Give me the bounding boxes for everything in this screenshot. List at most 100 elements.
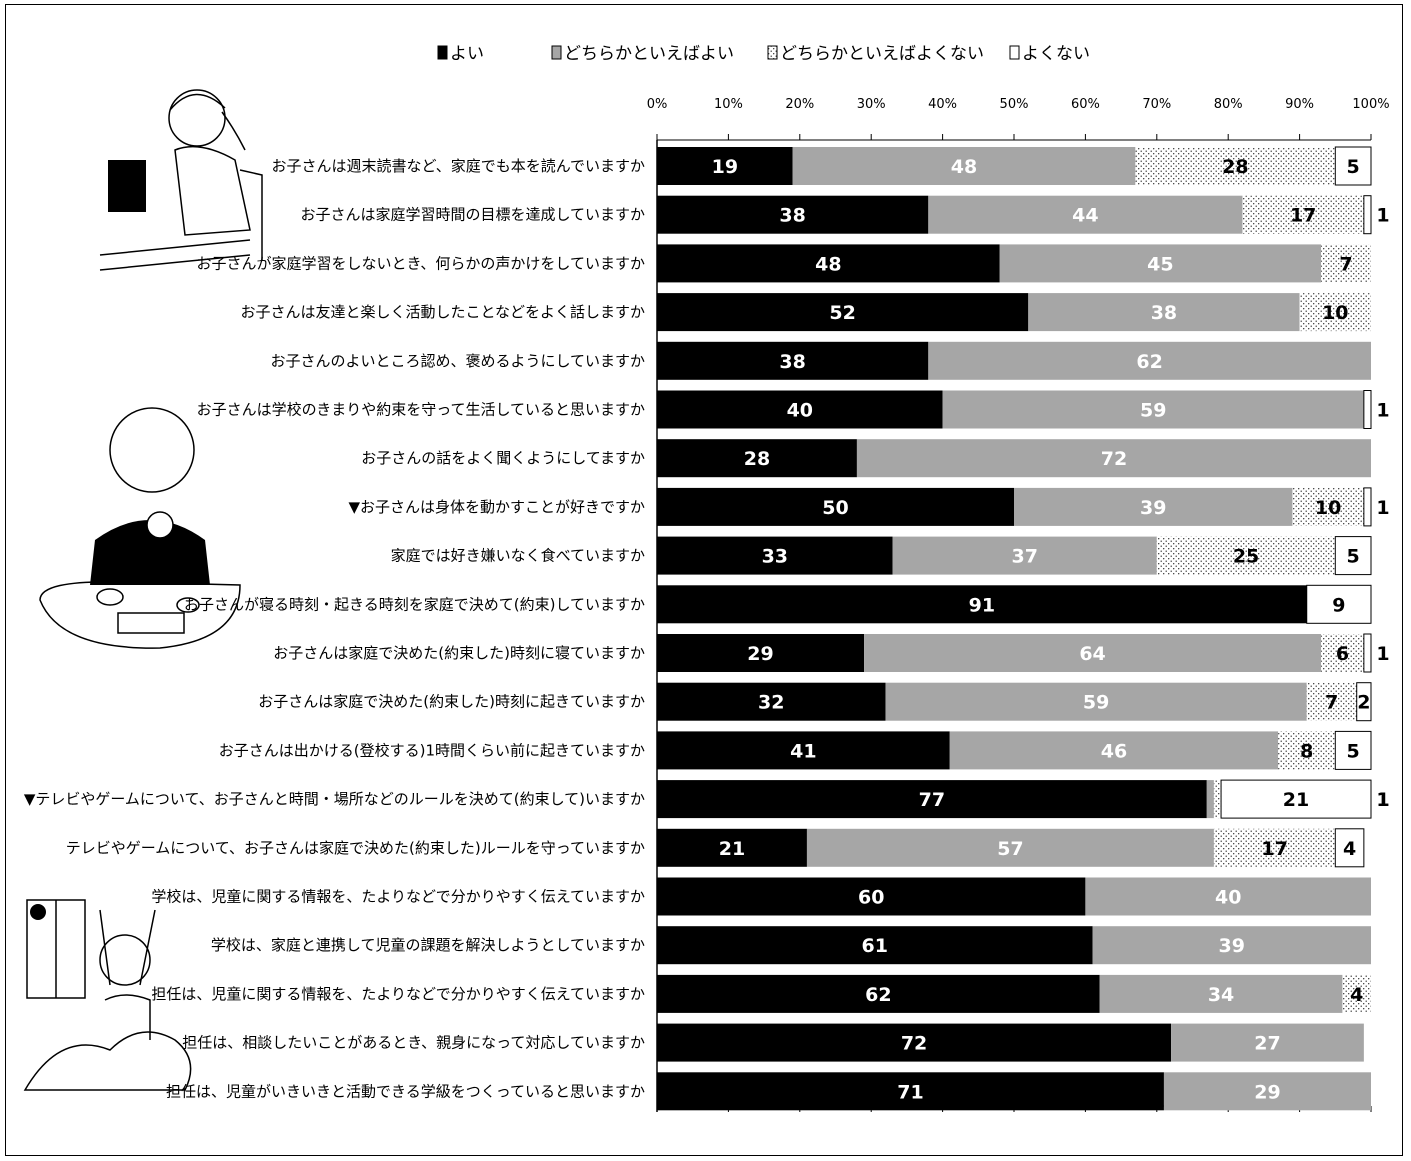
bar-r18-s1 (657, 974, 1100, 1013)
data-label-r16-s2: 40 (1215, 887, 1241, 909)
data-label-r12-s1: 32 (758, 692, 784, 714)
data-label-r4-s1: 52 (829, 302, 855, 324)
data-label-r2-s4: 1 (1376, 205, 1389, 227)
bar-r5-s1 (657, 341, 929, 380)
category-label-9: 家庭では好き嫌いなく食べていますか (391, 547, 645, 565)
bar-r16-s2 (1085, 877, 1371, 916)
data-label-r14-s1: 77 (919, 789, 945, 811)
bar-r1-s1 (657, 147, 793, 185)
bar-r15-s4 (1334, 828, 1365, 868)
data-label-r15-s3: 17 (1261, 838, 1287, 860)
bar-r11-s2 (864, 634, 1322, 672)
legend-label-4: よくない (1022, 44, 1090, 64)
data-label-r13-s1: 41 (790, 740, 816, 762)
sun-icon (30, 904, 46, 920)
bar-r18-s2 (1099, 974, 1343, 1013)
bar-r12-s1 (657, 682, 886, 721)
waking-child-head (99, 934, 151, 986)
waking-child-illustration (23, 899, 192, 1091)
legend-swatch-4 (1009, 45, 1020, 60)
soup-bowl-icon (96, 588, 124, 606)
data-label-r2-s2: 44 (1072, 205, 1098, 227)
legend-label-2: どちらかといえばよい (564, 44, 734, 64)
bar-r19-s2 (1171, 1023, 1364, 1062)
data-label-r19-s1: 72 (901, 1033, 927, 1055)
data-label-r18-s2: 34 (1208, 984, 1234, 1006)
blanket (23, 1031, 192, 1091)
bar-r16-s1 (657, 877, 1086, 916)
bar-r9-s2 (892, 536, 1157, 575)
bar-r8-s4 (1363, 487, 1372, 527)
category-label-20: 担任は、児童がいきいきと活動できる学級をつくっていると思いますか (166, 1082, 645, 1100)
bar-r3-s1 (657, 244, 1000, 283)
bar-r19-s1 (657, 1023, 1172, 1062)
bar-r15-s2 (806, 828, 1214, 867)
data-label-r15-s2: 57 (997, 838, 1023, 860)
x-tick-label-9: 90% (1285, 97, 1314, 112)
bar-r12-s4 (1356, 682, 1372, 722)
illustrations (23, 89, 263, 1091)
bar-r7-s1 (657, 439, 857, 478)
bar-r4-s2 (1028, 293, 1300, 332)
data-label-r9-s4: 5 (1347, 546, 1360, 568)
bar-r13-s3 (1278, 731, 1336, 770)
legend-swatch-2 (551, 45, 562, 60)
bar-r9-s3 (1156, 536, 1336, 575)
category-label-12: お子さんは家庭で決めた(約束した)時刻に起きていますか (258, 693, 645, 711)
table (39, 581, 241, 649)
side-dish-icon (176, 597, 200, 613)
bar-r8-s1 (657, 487, 1014, 526)
data-label-r9-s1: 33 (762, 546, 788, 568)
bar-r2-s1 (657, 195, 929, 234)
bar-r1-s4 (1334, 146, 1372, 186)
data-label-r4-s3: 10 (1322, 302, 1348, 324)
bar-r17-s1 (657, 926, 1093, 965)
bar-r7-s2 (856, 439, 1371, 478)
data-label-r1-s1: 19 (712, 156, 738, 178)
bar-r13-s4 (1334, 730, 1372, 770)
legend: よい どちらかといえばよい どちらかといえばよくない よくない (437, 44, 1090, 64)
data-label-r1-s4: 5 (1347, 156, 1360, 178)
bar-r11-s1 (657, 634, 865, 672)
category-label-11: お子さんは家庭で決めた(約束した)時刻に寝ていますか (273, 644, 645, 662)
x-tick-label-2: 20% (785, 97, 814, 112)
category-label-2: お子さんは家庭学習時間の目標を達成していますか (300, 206, 645, 224)
bar-r15-s1 (657, 828, 807, 867)
x-tick-label-10: 100% (1352, 97, 1389, 112)
data-label-r9-s3: 25 (1233, 546, 1259, 568)
category-label-19: 担任は、相談したいことがあるとき、親身になって対応していますか (182, 1034, 645, 1052)
data-label-r20-s2: 29 (1254, 1081, 1280, 1103)
data-label-r11-s1: 29 (747, 643, 773, 665)
data-label-r6-s2: 59 (1140, 400, 1166, 422)
boy-shirt (90, 520, 210, 585)
category-label-5: お子さんのよいところ認め、褒めるようにしていますか (270, 352, 645, 370)
data-label-r8-s3: 10 (1315, 497, 1341, 519)
category-label-17: 学校は、家庭と連携して児童の課題を解決しようとしていますか (211, 936, 645, 954)
x-tick-label-3: 30% (857, 97, 886, 112)
reading-child-illustration (99, 89, 263, 271)
bar-r13-s2 (949, 731, 1279, 770)
data-label-r13-s4: 5 (1347, 740, 1360, 762)
x-tick-label-4: 40% (928, 97, 957, 112)
data-label-r18-s3: 4 (1350, 984, 1363, 1006)
bar-r8-s2 (1014, 487, 1293, 526)
category-label-18: 担任は、児童に関する情報を、たよりなどで分かりやすく伝えていますか (151, 985, 645, 1003)
category-label-15: テレビやゲームについて、お子さんは家庭で決めた(約束した)ルールを守っていますか (66, 839, 645, 857)
bar-r10-s4 (1306, 584, 1372, 624)
data-label-r12-s3: 7 (1325, 692, 1338, 714)
data-label-r17-s2: 39 (1219, 935, 1245, 957)
bar-r10-s1 (657, 585, 1307, 624)
bar-r14-s2 (1206, 780, 1214, 819)
girl-head (168, 89, 226, 147)
bar-r13-s1 (657, 731, 950, 770)
bar-r20-s1 (657, 1072, 1164, 1111)
bar-r1-s2 (792, 147, 1136, 185)
desk-chair (99, 169, 263, 271)
data-label-r15-s1: 21 (719, 838, 745, 860)
bar-r3-s2 (999, 244, 1322, 283)
bar-r5-s2 (928, 341, 1371, 380)
data-label-r20-s1: 71 (897, 1081, 923, 1103)
book-icon (108, 160, 146, 212)
bar-r6-s4 (1363, 390, 1372, 429)
data-label-r14-s4: 21 (1283, 789, 1309, 811)
